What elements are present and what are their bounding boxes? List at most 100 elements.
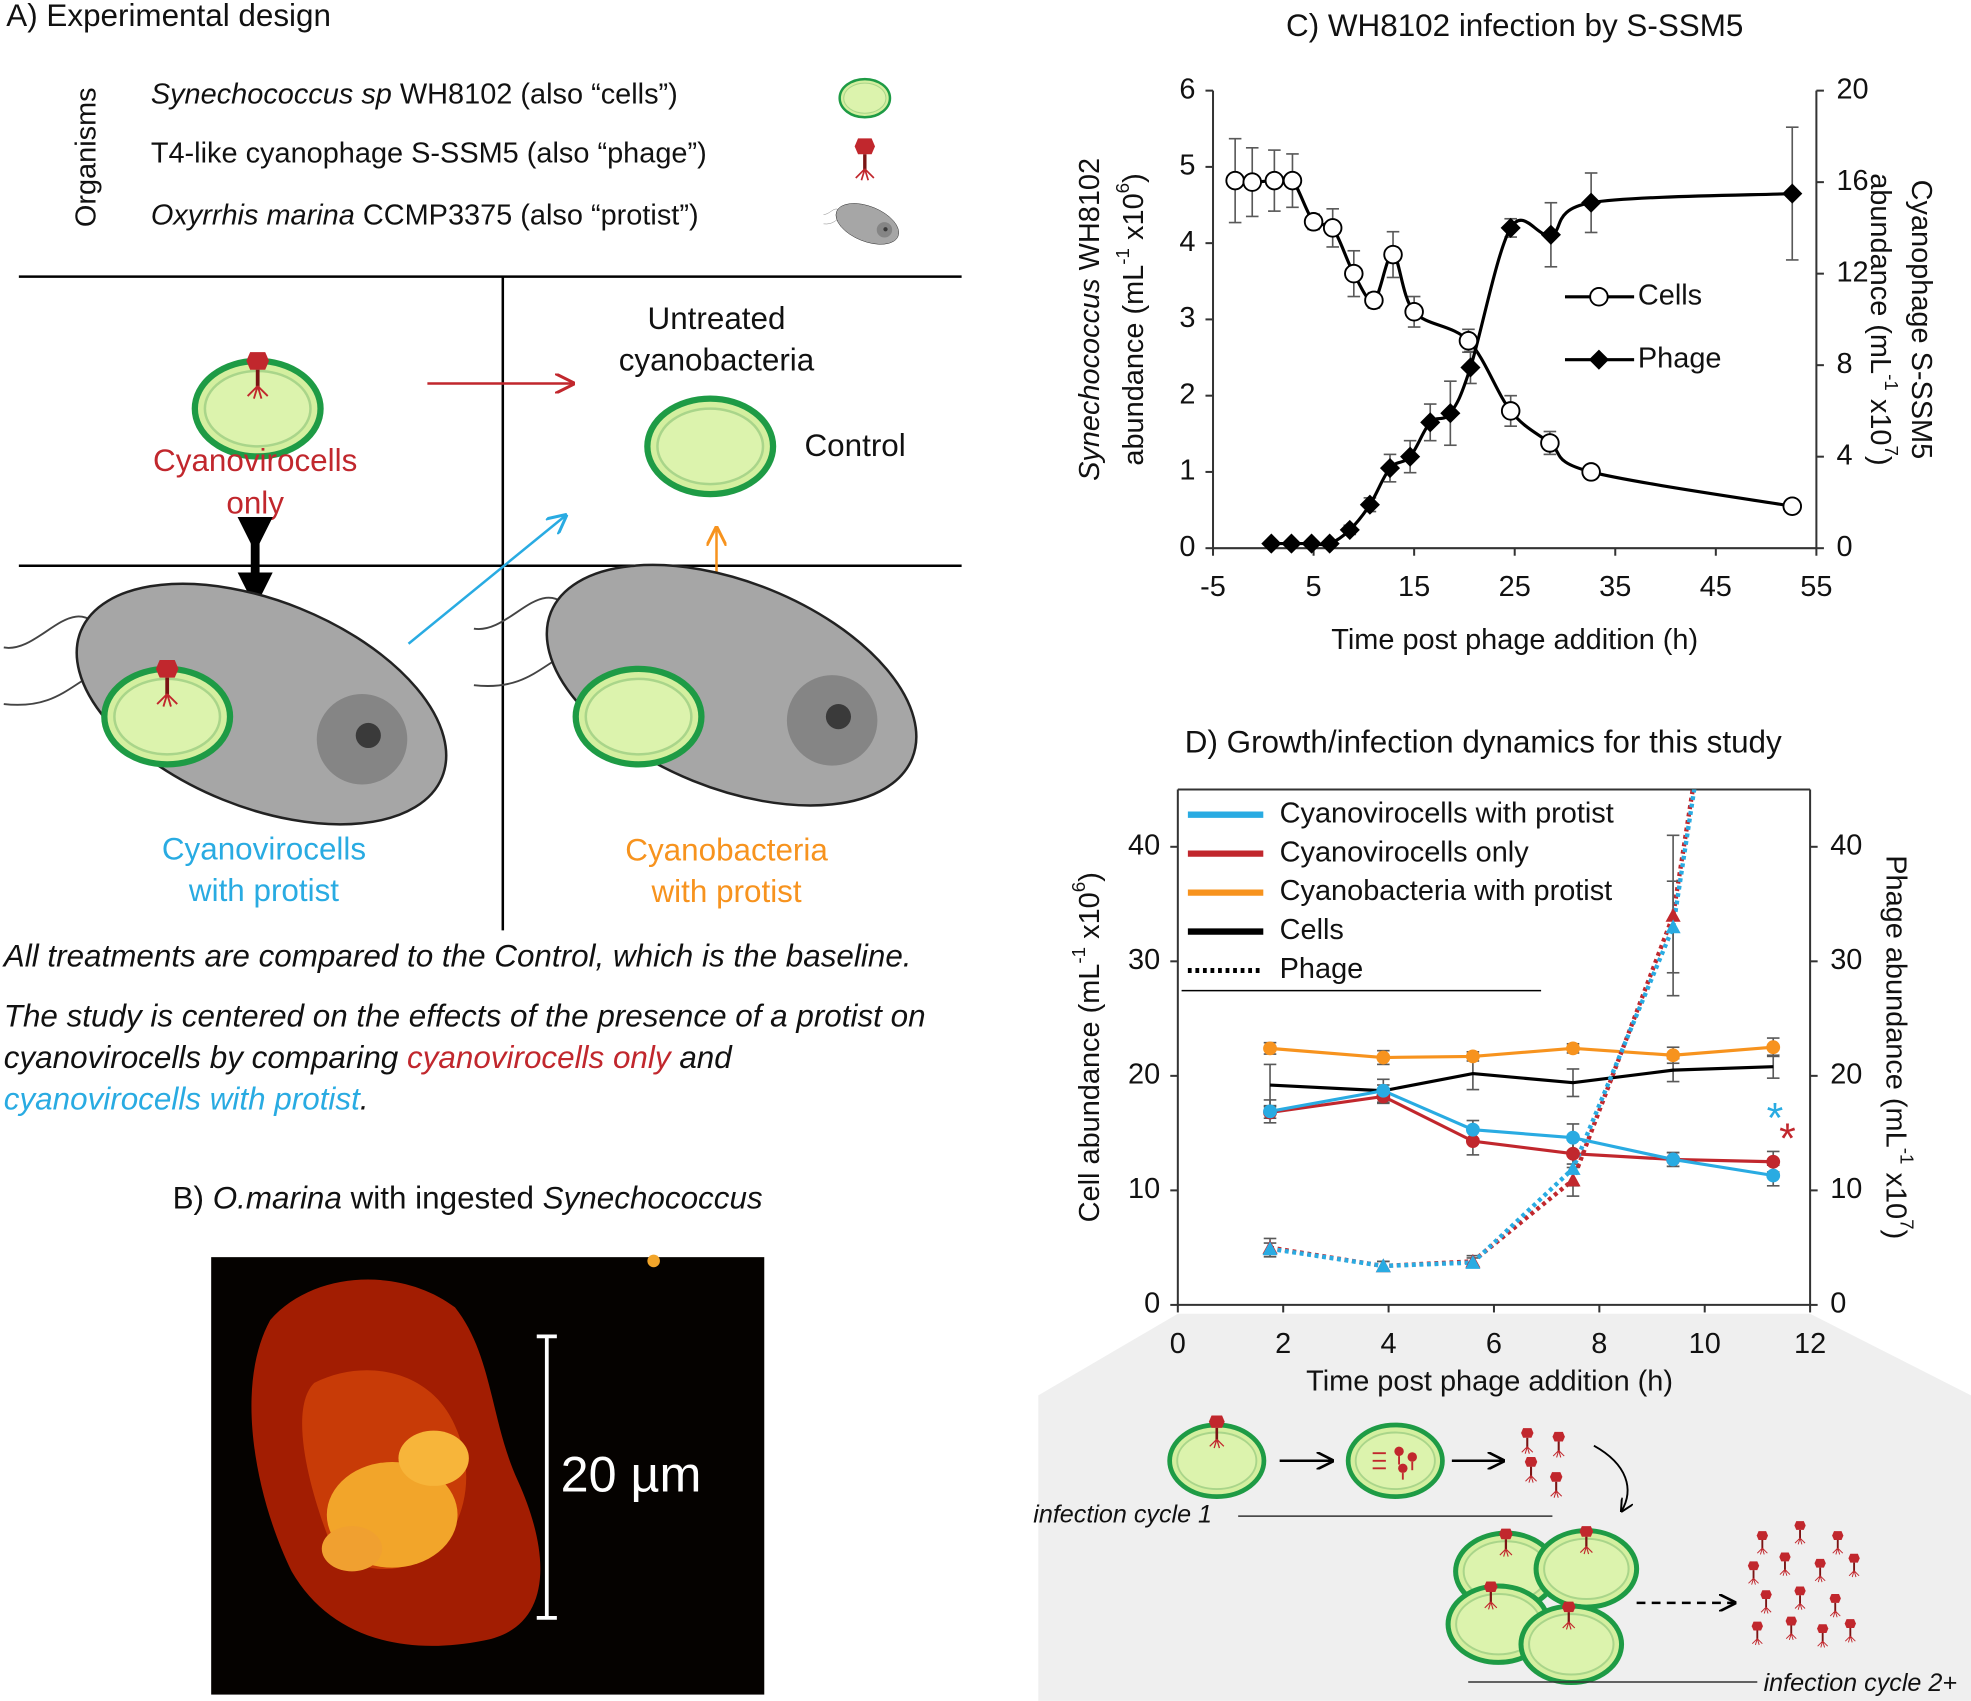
protist-icon (472, 515, 953, 856)
cell-icon (576, 669, 702, 765)
label-part: Synechococcus (1074, 278, 1106, 480)
marker (1666, 1152, 1681, 1167)
marker (1458, 331, 1479, 351)
ingested-cells (321, 1526, 383, 1572)
label-part: abundance (mL (1865, 173, 1897, 374)
marker (1440, 403, 1461, 424)
marker (1263, 1041, 1277, 1056)
annotation: * (1779, 1115, 1796, 1163)
marker (1465, 1122, 1480, 1137)
organism-text: CCMP3375 (also “protist”) (355, 199, 699, 231)
error-bar (1766, 1054, 1780, 1079)
chart: 0 2 4 6 8 10 12010203040010203040Cyanovirocell… (1128, 788, 1862, 1360)
y-tick-label: 5 (1179, 150, 1195, 182)
series-line (1269, 789, 1697, 1269)
scale-label: 20 µm (561, 1446, 702, 1503)
organism-italic: Synechococcus sp (151, 78, 392, 110)
x-axis-label: Time post phage addition (h) (1331, 624, 1698, 656)
label-part: 7 (1881, 445, 1902, 455)
y-tick-label: 10 (1128, 1173, 1160, 1205)
arrow (1593, 1444, 1628, 1511)
legend-label: Cells (1280, 914, 1344, 946)
label-part: x10 (1865, 391, 1897, 446)
label-part: abundance (mL (1118, 265, 1150, 466)
series-line (1269, 1045, 1774, 1060)
marker (1566, 1041, 1580, 1056)
y-tick-label: 4 (1179, 226, 1195, 258)
marker (1665, 919, 1681, 934)
schematic: infection cycle 1 infection cycle 2+ (1033, 1313, 1971, 1701)
series-line (1269, 789, 1696, 1269)
title-part: B) (173, 1181, 213, 1216)
marker (1581, 192, 1602, 213)
marker (1303, 212, 1324, 232)
label-part: x10 (1118, 193, 1150, 248)
series-line (1269, 1065, 1774, 1093)
arrow (407, 516, 566, 645)
y2-tick-label: 30 (1830, 944, 1862, 976)
study-highlight: cyanovirocells with protist (4, 1082, 361, 1117)
marker (1376, 1050, 1391, 1065)
x-tick-label: 10 (1689, 1328, 1721, 1360)
marker (1364, 290, 1384, 311)
label-part: ) (1118, 173, 1150, 183)
marker (1766, 1168, 1781, 1183)
organism: T4-like cyanophage S-SSM5 (also “phage”) (151, 137, 707, 169)
label-part: ) (1865, 456, 1897, 466)
legend-label: Cyanovirocells only (1280, 836, 1530, 868)
marker (1500, 217, 1521, 238)
x-tick-label: 4 (1381, 1328, 1397, 1360)
y-tick-label: 30 (1128, 944, 1160, 976)
marker (1588, 349, 1609, 370)
marker (1282, 170, 1303, 191)
study-text: cyanovirocells by comparing cyanovirocel… (4, 1040, 733, 1075)
marker (1375, 1258, 1391, 1273)
marker (1379, 458, 1401, 479)
annotation: * (1767, 1095, 1784, 1143)
label-part: -1 (1113, 248, 1134, 265)
chart-title: D) Growth/infection dynamics for this st… (1185, 725, 1782, 760)
marker (1566, 1146, 1580, 1161)
y2-tick-label: 4 (1836, 439, 1852, 471)
organism: Oxyrrhis marina CCMP3375 (also “protist”… (151, 199, 699, 231)
series-line (1269, 1094, 1774, 1164)
y-tick-label: 20 (1128, 1058, 1160, 1090)
label: Cyanovirocells (153, 443, 357, 478)
marker (1262, 1241, 1278, 1256)
marker (1782, 183, 1803, 204)
label-part: ) (1074, 872, 1106, 882)
title-part: Synechococcus (543, 1181, 763, 1216)
x-tick-label: 2 (1275, 1328, 1291, 1360)
marker (1581, 462, 1601, 482)
x-tick-label: 55 (1800, 571, 1832, 603)
organism: Synechococcus sp WH8102 (also “cells”) (151, 78, 678, 110)
y2-tick-label: 0 (1830, 1288, 1846, 1320)
legend-label: Cyanovirocells with protist (1280, 797, 1614, 829)
panel-title: A) Experimental design (6, 0, 331, 33)
plot-area (1225, 126, 1803, 554)
study-highlight: cyanovirocells only (407, 1040, 673, 1075)
marker (1665, 907, 1681, 922)
y2-tick-label: 20 (1836, 73, 1868, 105)
marker (1420, 412, 1441, 433)
label-part: WH8102 (1074, 158, 1106, 278)
marker (1782, 496, 1802, 516)
x-tick-label: -5 (1200, 571, 1226, 603)
marker (1465, 1254, 1481, 1269)
y-tick-label: 1 (1179, 455, 1195, 487)
label-part: 6 (1069, 882, 1090, 892)
marker (1766, 1040, 1781, 1055)
cycle-label: infection cycle 1 (1033, 1501, 1212, 1529)
organisms-label: Organisms (71, 87, 103, 227)
marker (1666, 1048, 1681, 1063)
x-tick-label: 25 (1499, 571, 1531, 603)
cell-icon (838, 77, 892, 119)
y2-tick-label: 10 (1830, 1173, 1862, 1205)
legend-label: Phage (1638, 342, 1722, 374)
x-tick-label: 6 (1486, 1328, 1502, 1360)
label-part: ) (1880, 1230, 1912, 1240)
marker (1400, 446, 1421, 467)
